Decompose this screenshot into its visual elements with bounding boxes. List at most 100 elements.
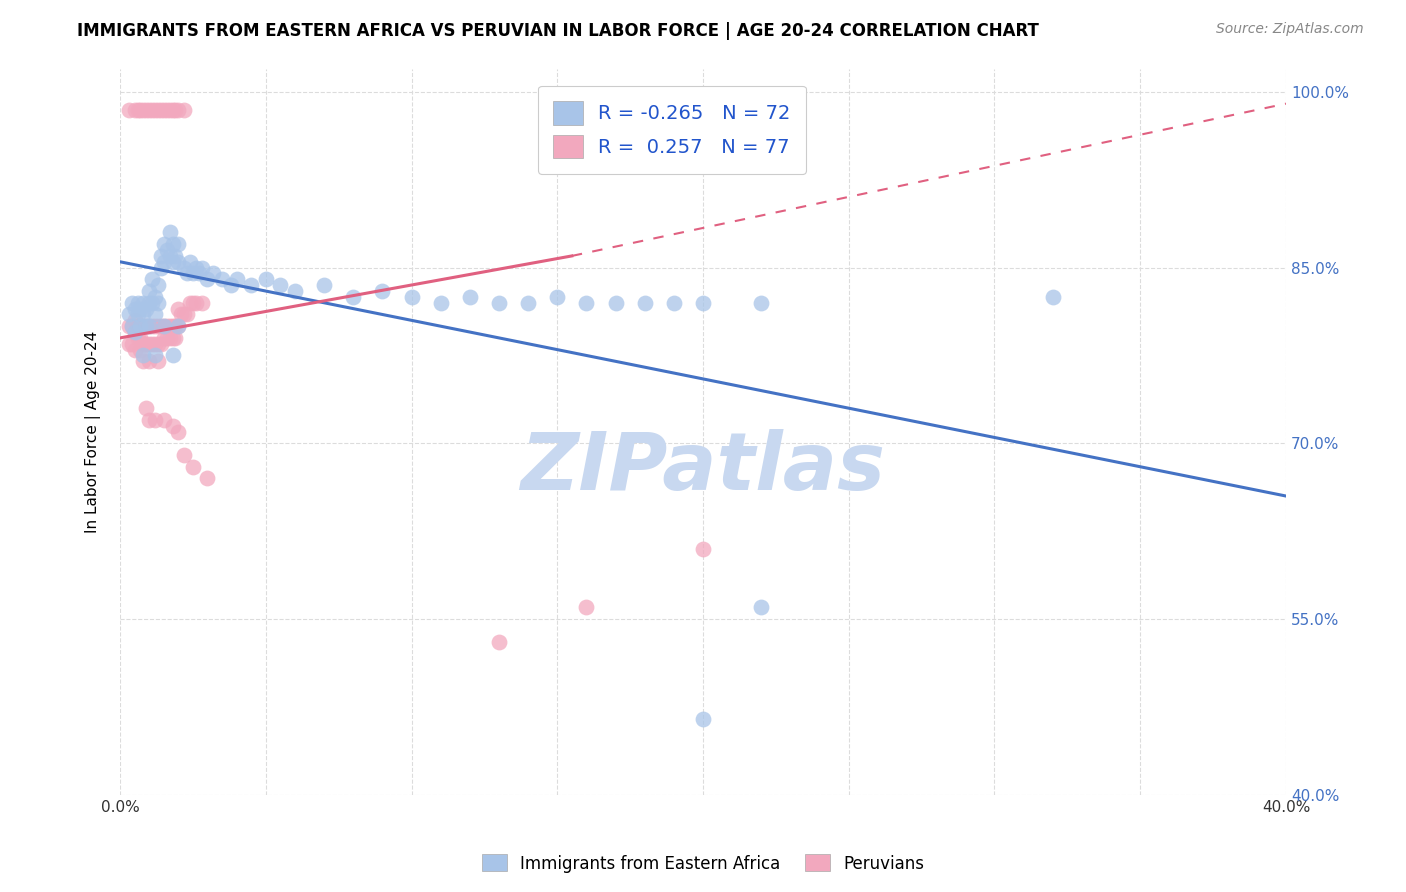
Point (190, 295, 212, 310)
Point (692, 295, 714, 310)
Point (129, 103, 152, 117)
Point (749, 295, 772, 310)
Point (124, 103, 146, 117)
Point (138, 319, 160, 334)
Point (132, 319, 155, 334)
Point (141, 336, 163, 351)
Point (179, 295, 201, 310)
Point (141, 103, 163, 117)
Point (167, 237, 190, 252)
Point (162, 418, 184, 433)
Point (314, 278, 336, 293)
Point (190, 260, 212, 275)
Point (118, 308, 141, 322)
Point (173, 103, 195, 117)
Point (124, 325, 146, 339)
Point (170, 308, 193, 322)
Point (138, 354, 160, 368)
Point (575, 295, 598, 310)
Point (149, 319, 172, 334)
Point (152, 254, 174, 268)
Point (146, 278, 169, 293)
Legend: Immigrants from Eastern Africa, Peruvians: Immigrants from Eastern Africa, Peruvian… (475, 847, 931, 880)
Point (156, 319, 179, 334)
Point (132, 349, 155, 363)
Point (165, 103, 187, 117)
Point (176, 308, 198, 322)
Point (173, 308, 195, 322)
Point (152, 319, 174, 334)
Point (634, 295, 657, 310)
Point (159, 226, 181, 240)
Point (517, 295, 540, 310)
Point (184, 260, 207, 275)
Point (146, 336, 169, 351)
Point (143, 319, 166, 334)
Point (165, 331, 187, 345)
Point (184, 295, 207, 310)
Point (156, 103, 179, 117)
Point (152, 319, 174, 334)
Point (124, 325, 146, 339)
Point (129, 343, 152, 357)
Point (211, 272, 233, 286)
Point (129, 331, 152, 345)
Point (152, 237, 174, 252)
Text: ZIPatlas: ZIPatlas (520, 429, 886, 507)
Point (181, 459, 204, 474)
Point (135, 319, 157, 334)
Point (143, 290, 166, 304)
Point (371, 284, 394, 298)
Text: Source: ZipAtlas.com: Source: ZipAtlas.com (1216, 22, 1364, 37)
Point (146, 354, 169, 368)
Point (162, 319, 184, 334)
Text: IMMIGRANTS FROM EASTERN AFRICA VS PERUVIAN IN LABOR FORCE | AGE 20-24 CORRELATIO: IMMIGRANTS FROM EASTERN AFRICA VS PERUVI… (77, 22, 1039, 40)
Point (138, 413, 160, 427)
Point (159, 103, 181, 117)
Point (254, 272, 277, 286)
Point (135, 336, 157, 351)
Point (143, 308, 166, 322)
Point (149, 249, 172, 263)
Point (429, 295, 451, 310)
Point (156, 243, 179, 257)
Point (488, 295, 510, 310)
Point (240, 278, 263, 293)
Point (167, 254, 190, 268)
Point (575, 600, 598, 615)
Point (132, 354, 155, 368)
Point (165, 319, 187, 334)
Point (138, 319, 160, 334)
Point (458, 290, 481, 304)
Point (135, 301, 157, 316)
Point (176, 267, 198, 281)
Point (269, 278, 291, 293)
Point (173, 448, 195, 462)
Point (173, 260, 195, 275)
Point (143, 103, 166, 117)
Point (152, 103, 174, 117)
Point (225, 272, 247, 286)
Point (1042, 290, 1064, 304)
Point (692, 712, 714, 726)
Point (219, 278, 242, 293)
Point (124, 313, 146, 327)
Point (118, 336, 141, 351)
Point (132, 103, 155, 117)
Point (132, 336, 155, 351)
Point (141, 295, 163, 310)
Point (143, 336, 166, 351)
Point (605, 295, 627, 310)
Point (152, 413, 174, 427)
Point (146, 103, 169, 117)
Point (159, 249, 181, 263)
Point (284, 284, 307, 298)
Point (138, 336, 160, 351)
Point (149, 260, 172, 275)
Point (127, 295, 149, 310)
Point (146, 319, 169, 334)
Point (138, 284, 160, 298)
Point (124, 301, 146, 316)
Point (129, 301, 152, 316)
Point (143, 413, 166, 427)
